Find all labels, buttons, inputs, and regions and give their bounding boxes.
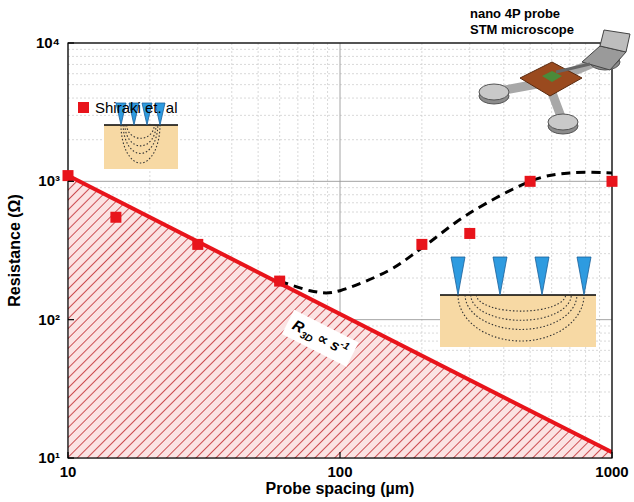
minor-grid bbox=[569, 43, 570, 458]
legend-label: Shiraki et. al bbox=[95, 99, 178, 116]
annotation: R3D ∝ s-1 bbox=[282, 310, 359, 367]
data-point bbox=[607, 176, 618, 187]
y-tick-label: 10¹ bbox=[38, 449, 60, 466]
current-line bbox=[458, 295, 584, 341]
y-tick-label: 10⁴ bbox=[36, 34, 60, 51]
sample-surface bbox=[104, 124, 178, 126]
current-line bbox=[465, 295, 577, 329]
current-line bbox=[123, 125, 158, 153]
grid bbox=[68, 43, 612, 458]
microscope-rod bbox=[556, 64, 590, 72]
data-point bbox=[525, 176, 536, 187]
data-point bbox=[274, 276, 285, 287]
fit-line bbox=[68, 176, 612, 453]
minor-grid bbox=[599, 43, 600, 458]
minor-grid bbox=[530, 43, 531, 458]
annotation-part: -1 bbox=[339, 338, 352, 352]
guide-curve bbox=[280, 172, 612, 293]
y-tick bbox=[68, 42, 74, 43]
annotation-bg bbox=[282, 310, 359, 367]
plot-area bbox=[68, 172, 612, 458]
chart: nano 4P probeSTM microscope R3D ∝ s-1 Shir… bbox=[0, 0, 634, 502]
current-line bbox=[476, 295, 565, 311]
data-point bbox=[63, 170, 74, 181]
probe-tip bbox=[451, 257, 465, 295]
points bbox=[63, 170, 618, 286]
data-point bbox=[416, 239, 427, 250]
x-tick bbox=[339, 452, 340, 458]
probe-tip bbox=[535, 257, 549, 295]
sample bbox=[440, 295, 596, 347]
y-tick-label: 10³ bbox=[38, 172, 60, 189]
minor-grid bbox=[585, 43, 586, 458]
legend-marker bbox=[78, 102, 89, 113]
caption-line: nano 4P probe bbox=[470, 6, 560, 21]
current-line bbox=[471, 295, 571, 320]
microscope-icon bbox=[479, 30, 630, 134]
caption-line: STM microscope bbox=[470, 22, 574, 37]
current-line bbox=[127, 125, 155, 138]
x-tick-label: 1000 bbox=[595, 463, 628, 480]
annotation-part: ∝ s bbox=[311, 327, 343, 355]
sample-surface bbox=[440, 294, 596, 296]
y-tick bbox=[68, 457, 74, 458]
current-line bbox=[121, 125, 160, 163]
probe-tip bbox=[493, 257, 507, 295]
microscope-box bbox=[600, 30, 630, 52]
probe-tip bbox=[577, 257, 591, 295]
hatched-area bbox=[68, 176, 612, 458]
x-tick-label: 10 bbox=[60, 463, 77, 480]
sample bbox=[104, 125, 178, 169]
data-point bbox=[110, 212, 121, 223]
x-tick bbox=[611, 452, 612, 458]
data-point bbox=[464, 228, 475, 239]
x-tick-label: 100 bbox=[327, 463, 352, 480]
microscope-foot bbox=[479, 84, 509, 100]
y-tick-label: 10² bbox=[38, 311, 60, 328]
axes: 10 100 1000 10¹ 10² 10³ 10⁴ bbox=[36, 34, 629, 480]
annotation-text: R3D ∝ s-1 bbox=[289, 315, 352, 361]
plot-frame bbox=[68, 43, 612, 458]
y-tick bbox=[68, 319, 74, 320]
microscope-foot bbox=[548, 114, 578, 130]
probe-illustrations bbox=[104, 103, 596, 347]
x-tick bbox=[67, 452, 68, 458]
y-axis-title: Resistance (Ω) bbox=[6, 194, 23, 306]
data-point bbox=[192, 239, 203, 250]
x-axis-title: Probe spacing (µm) bbox=[266, 480, 415, 497]
y-tick bbox=[68, 181, 74, 182]
inset-caption: nano 4P probeSTM microscope bbox=[470, 6, 574, 37]
current-line bbox=[125, 125, 156, 146]
legend: Shiraki et. al bbox=[78, 99, 178, 116]
